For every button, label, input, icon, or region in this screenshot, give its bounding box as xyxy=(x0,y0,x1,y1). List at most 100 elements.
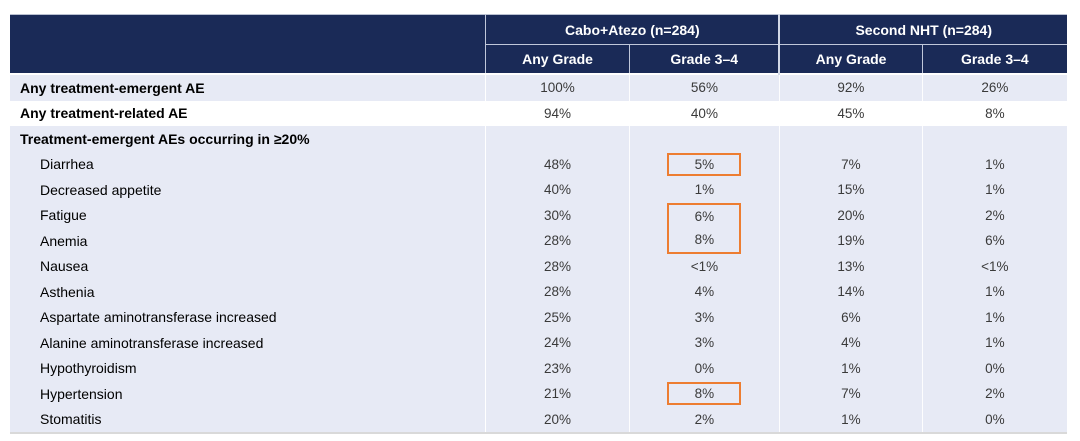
value-cell: 0% xyxy=(628,355,780,381)
value-cell xyxy=(485,126,630,152)
value-cell: 8% xyxy=(628,381,780,407)
value-cell: 28% xyxy=(485,279,630,305)
header-subcol-any-grade-cabo: Any Grade xyxy=(485,44,630,74)
row-label: Fatigue xyxy=(10,202,486,228)
value-cell: 20% xyxy=(778,202,923,228)
row-label: Anemia xyxy=(10,228,486,254)
value-cell: 2% xyxy=(921,381,1067,407)
value-cell: 6% xyxy=(778,304,923,330)
row-label: Aspartate aminotransferase increased xyxy=(10,304,486,330)
header-group-row: Cabo+Atezo (n=284) Second NHT (n=284) xyxy=(10,14,1067,74)
row-label: Alanine aminotransferase increased xyxy=(10,330,486,356)
value-cell: 7% xyxy=(778,151,923,177)
header-group-cabo-atezo: Cabo+Atezo (n=284) xyxy=(485,14,780,45)
value-cell: 40% xyxy=(628,100,780,126)
value-cell: 15% xyxy=(778,177,923,203)
value-cell: 3% xyxy=(628,304,780,330)
value-cell: 1% xyxy=(921,177,1067,203)
highlight-box: 5% xyxy=(667,152,742,176)
table-row-ast-increased: Aspartate aminotransferase increased 25%… xyxy=(10,304,1067,330)
value-cell: 20% xyxy=(485,406,630,434)
value-cell: 24% xyxy=(485,330,630,356)
value-cell: 94% xyxy=(485,100,630,126)
value-cell: 1% xyxy=(921,330,1067,356)
value-cell: 13% xyxy=(778,253,923,279)
value-cell: 45% xyxy=(778,100,923,126)
table-row-diarrhea: Diarrhea 48% 5% 7% 1% xyxy=(10,151,1067,177)
value-cell: 2% xyxy=(628,406,780,434)
value-cell: 6% xyxy=(628,202,780,228)
value-cell: 6% xyxy=(921,228,1067,254)
value-cell: 28% xyxy=(485,253,630,279)
header-subcol-grade-3-4-nht: Grade 3–4 xyxy=(921,44,1067,74)
value-cell: <1% xyxy=(921,253,1067,279)
value-cell: 8% xyxy=(628,228,780,254)
adverse-events-table: Cabo+Atezo (n=284) Second NHT (n=284) An… xyxy=(10,14,1067,434)
value-cell xyxy=(778,126,923,152)
value-cell: 0% xyxy=(921,355,1067,381)
table-row-hypertension: Hypertension 21% 8% 7% 2% xyxy=(10,381,1067,407)
table-header: Cabo+Atezo (n=284) Second NHT (n=284) An… xyxy=(10,14,1067,74)
table-row-any-treatment-related-ae: Any treatment-related AE 94% 40% 45% 8% xyxy=(10,100,1067,126)
value-cell: 21% xyxy=(485,381,630,407)
value-cell: 1% xyxy=(778,406,923,434)
row-label: Any treatment-emergent AE xyxy=(10,73,486,101)
table-row-section-header: Treatment-emergent AEs occurring in ≥20% xyxy=(10,126,1067,152)
value-cell: 48% xyxy=(485,151,630,177)
value-cell: 8% xyxy=(921,100,1067,126)
section-header-label: Treatment-emergent AEs occurring in ≥20% xyxy=(10,126,486,152)
value-cell: 4% xyxy=(778,330,923,356)
value-cell: 23% xyxy=(485,355,630,381)
row-label: Any treatment-related AE xyxy=(10,100,486,126)
row-label: Hypertension xyxy=(10,381,486,407)
value-cell: <1% xyxy=(628,253,780,279)
header-subcol-row: Any Grade Grade 3–4 Any Grade Grade 3–4 xyxy=(10,44,1067,74)
value-cell xyxy=(628,126,780,152)
highlight-box: 8% xyxy=(667,382,742,406)
value-cell: 5% xyxy=(628,151,780,177)
table-row-any-treatment-emergent-ae: Any treatment-emergent AE 100% 56% 92% 2… xyxy=(10,73,1067,101)
row-label: Stomatitis xyxy=(10,406,486,434)
row-label: Nausea xyxy=(10,253,486,279)
value-cell: 1% xyxy=(628,177,780,203)
value-cell: 7% xyxy=(778,381,923,407)
row-label: Hypothyroidism xyxy=(10,355,486,381)
value-cell xyxy=(921,126,1067,152)
header-corner-cell xyxy=(10,14,486,74)
table-row-alt-increased: Alanine aminotransferase increased 24% 3… xyxy=(10,330,1067,356)
value-cell: 1% xyxy=(921,151,1067,177)
table-row-anemia: Anemia 28% 8% 19% 6% xyxy=(10,228,1067,254)
table-row-decreased-appetite: Decreased appetite 40% 1% 15% 1% xyxy=(10,177,1067,203)
value-cell: 2% xyxy=(921,202,1067,228)
value-cell: 14% xyxy=(778,279,923,305)
value-cell: 25% xyxy=(485,304,630,330)
table-body: Any treatment-emergent AE 100% 56% 92% 2… xyxy=(10,73,1067,434)
row-label: Diarrhea xyxy=(10,151,486,177)
value-cell: 1% xyxy=(921,304,1067,330)
table-row-stomatitis: Stomatitis 20% 2% 1% 0% xyxy=(10,406,1067,434)
value-cell: 1% xyxy=(778,355,923,381)
value-cell: 0% xyxy=(921,406,1067,434)
header-group-second-nht: Second NHT (n=284) xyxy=(778,14,1067,45)
value-cell: 26% xyxy=(921,73,1067,101)
value-cell: 1% xyxy=(921,279,1067,305)
header-subcol-any-grade-nht: Any Grade xyxy=(778,44,923,74)
ae-table-wrapper: Cabo+Atezo (n=284) Second NHT (n=284) An… xyxy=(10,14,1067,434)
value-cell: 40% xyxy=(485,177,630,203)
value-cell: 3% xyxy=(628,330,780,356)
table-row-fatigue: Fatigue 30% 6% 20% 2% xyxy=(10,202,1067,228)
table-row-nausea: Nausea 28% <1% 13% <1% xyxy=(10,253,1067,279)
row-label: Decreased appetite xyxy=(10,177,486,203)
row-label: Asthenia xyxy=(10,279,486,305)
value-cell: 28% xyxy=(485,228,630,254)
table-row-asthenia: Asthenia 28% 4% 14% 1% xyxy=(10,279,1067,305)
value-cell: 30% xyxy=(485,202,630,228)
value-cell: 4% xyxy=(628,279,780,305)
table-row-hypothyroidism: Hypothyroidism 23% 0% 1% 0% xyxy=(10,355,1067,381)
value-cell: 92% xyxy=(778,73,923,101)
value-cell: 19% xyxy=(778,228,923,254)
highlight-box: 8% xyxy=(667,228,742,254)
header-subcol-grade-3-4-cabo: Grade 3–4 xyxy=(628,44,780,74)
value-cell: 100% xyxy=(485,73,630,101)
value-cell: 56% xyxy=(628,73,780,101)
